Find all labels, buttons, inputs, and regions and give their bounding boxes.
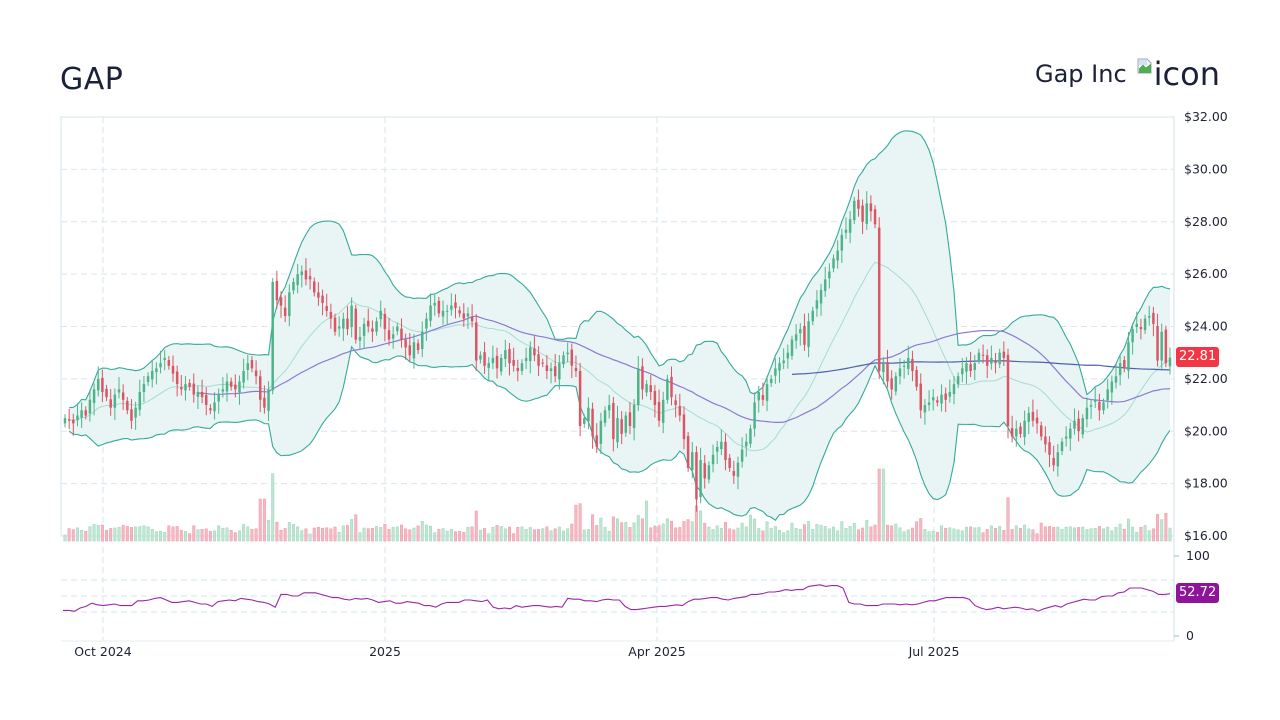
company-header: Gap Inc icon <box>1035 58 1220 90</box>
svg-text:$18.00: $18.00 <box>1184 476 1228 491</box>
svg-text:100: 100 <box>1186 548 1210 563</box>
company-name: Gap Inc <box>1035 60 1127 88</box>
logo-alt-text: icon <box>1153 55 1220 93</box>
svg-text:Apr 2025: Apr 2025 <box>628 644 685 659</box>
volume-bars <box>63 468 1172 542</box>
svg-text:$24.00: $24.00 <box>1184 319 1228 334</box>
svg-text:2025: 2025 <box>369 644 401 659</box>
svg-text:Jul 2025: Jul 2025 <box>908 644 960 659</box>
svg-text:$30.00: $30.00 <box>1184 161 1228 176</box>
svg-text:$28.00: $28.00 <box>1184 214 1228 229</box>
svg-text:$16.00: $16.00 <box>1184 528 1228 543</box>
ticker-symbol: GAP <box>60 62 124 97</box>
svg-text:$26.00: $26.00 <box>1184 266 1228 281</box>
broken-image-icon <box>1137 58 1152 74</box>
svg-text:$20.00: $20.00 <box>1184 423 1228 438</box>
chart-axes: $32.00 $30.00 $28.00 $26.00 $24.00 $22.00 $20.… <box>61 109 1228 659</box>
svg-text:Oct 2024: Oct 2024 <box>74 644 131 659</box>
svg-text:0: 0 <box>1186 628 1194 643</box>
company-logo: icon <box>1137 58 1220 90</box>
last-rsi-tag: 52.72 <box>1176 583 1220 603</box>
svg-text:$22.00: $22.00 <box>1184 371 1228 386</box>
bollinger-bands <box>68 130 1171 521</box>
candlesticks <box>63 189 1172 512</box>
last-price-tag: 22.81 <box>1176 347 1220 367</box>
svg-text:$32.00: $32.00 <box>1184 109 1228 124</box>
rsi-pane <box>61 579 1174 613</box>
